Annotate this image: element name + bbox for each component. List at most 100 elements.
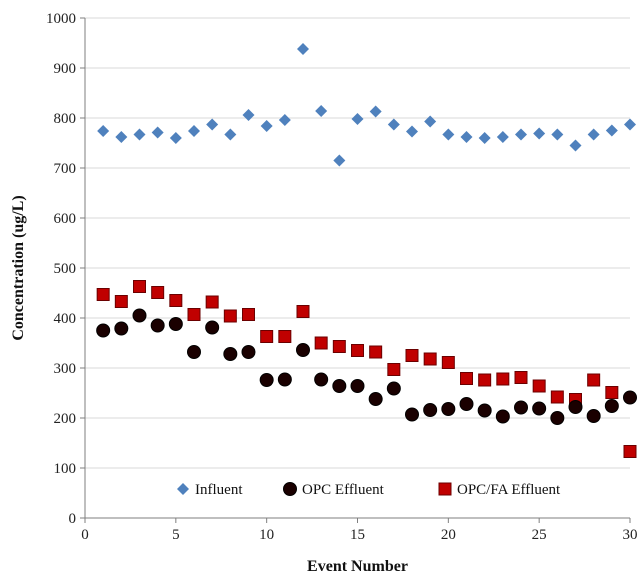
- data-point: [351, 113, 364, 125]
- data-point: [242, 308, 255, 321]
- data-point: [405, 407, 419, 422]
- data-point: [314, 336, 328, 350]
- y-tick-label: 300: [54, 361, 77, 377]
- data-point: [168, 317, 183, 331]
- data-point: [551, 128, 564, 141]
- data-point: [205, 320, 220, 335]
- data-point: [96, 288, 110, 301]
- data-point: [515, 128, 527, 141]
- data-point: [405, 349, 419, 362]
- y-tick-label: 500: [54, 261, 77, 277]
- x-tick-label: 25: [532, 527, 547, 543]
- data-point: [115, 131, 128, 143]
- data-point: [387, 118, 400, 131]
- legend-label: OPC Effluent: [302, 482, 385, 498]
- data-point: [514, 400, 528, 415]
- data-point: [188, 125, 200, 137]
- data-point: [224, 128, 237, 141]
- data-point: [242, 109, 255, 121]
- data-point: [460, 372, 473, 385]
- y-tick-label: 900: [54, 61, 77, 77]
- y-tick-label: 400: [54, 311, 77, 327]
- data-point: [406, 125, 418, 138]
- legend-label: Influent: [195, 482, 243, 498]
- legend-item: Influent: [177, 482, 243, 498]
- legend-item: OPC Effluent: [283, 482, 385, 498]
- data-points: [96, 43, 637, 458]
- data-point: [223, 309, 237, 323]
- series-opc-effluent: [96, 308, 637, 425]
- x-axis-title: Event Number: [307, 558, 408, 575]
- data-point: [623, 445, 637, 458]
- data-point: [297, 43, 309, 55]
- data-point: [423, 352, 437, 366]
- data-point: [550, 390, 564, 404]
- x-tick-label: 15: [350, 527, 365, 543]
- data-point: [151, 286, 165, 299]
- data-point: [169, 132, 182, 144]
- data-point: [350, 379, 365, 393]
- data-point: [533, 127, 546, 140]
- data-point: [550, 411, 565, 425]
- data-point: [133, 128, 146, 141]
- data-point: [315, 105, 328, 117]
- data-point: [424, 115, 437, 128]
- data-point: [314, 372, 329, 387]
- data-point: [187, 345, 201, 359]
- data-point: [369, 105, 382, 118]
- data-point: [296, 343, 310, 357]
- y-tick-label: 600: [54, 211, 77, 227]
- y-tick-label: 700: [54, 161, 77, 177]
- data-point: [624, 118, 636, 131]
- data-point: [459, 397, 474, 411]
- data-point: [441, 402, 456, 416]
- data-point: [132, 308, 147, 323]
- gridlines: [85, 17, 630, 469]
- x-tick-label: 30: [623, 527, 638, 543]
- data-point: [604, 399, 619, 413]
- tick-labels: 0 100 200 300 400 500 600 700 800 900 1000 0 5 10 15 20…: [46, 11, 638, 543]
- legend-item: OPC/FA Effluent: [438, 482, 561, 498]
- data-point: [332, 340, 346, 353]
- data-point: [478, 132, 491, 144]
- data-point: [133, 280, 146, 293]
- data-point: [187, 308, 201, 321]
- y-tick-label: 1000: [46, 11, 76, 27]
- data-point: [496, 131, 509, 143]
- y-tick-label: 800: [54, 111, 77, 127]
- data-point: [114, 295, 128, 308]
- legend-label: OPC/FA Effluent: [457, 482, 561, 498]
- data-point: [351, 344, 364, 357]
- data-point: [206, 118, 219, 131]
- data-point: [587, 128, 600, 141]
- data-point: [623, 390, 637, 405]
- data-point: [169, 294, 183, 307]
- y-tick-label: 100: [54, 461, 77, 477]
- data-point: [368, 392, 383, 406]
- data-point: [277, 372, 292, 387]
- data-point: [151, 126, 164, 139]
- data-point: [387, 363, 401, 376]
- data-point: [332, 379, 347, 393]
- data-point: [241, 345, 256, 359]
- data-point: [532, 401, 547, 416]
- data-point: [386, 381, 401, 396]
- data-point: [150, 318, 165, 333]
- data-point: [278, 330, 292, 343]
- data-point: [586, 409, 601, 423]
- x-tick-label: 10: [259, 527, 274, 543]
- data-point: [296, 305, 310, 318]
- series-opc-fa-effluent: [96, 280, 637, 458]
- x-tick-label: 0: [81, 527, 89, 543]
- data-point: [96, 323, 111, 338]
- data-point: [568, 400, 583, 414]
- data-point: [278, 114, 291, 126]
- series-influent: [97, 43, 636, 167]
- legend-marker: [177, 483, 189, 495]
- data-point: [442, 128, 455, 141]
- data-point: [97, 125, 110, 137]
- axes: [80, 17, 631, 523]
- data-point: [587, 373, 601, 387]
- data-point: [260, 120, 273, 132]
- data-point: [514, 371, 528, 384]
